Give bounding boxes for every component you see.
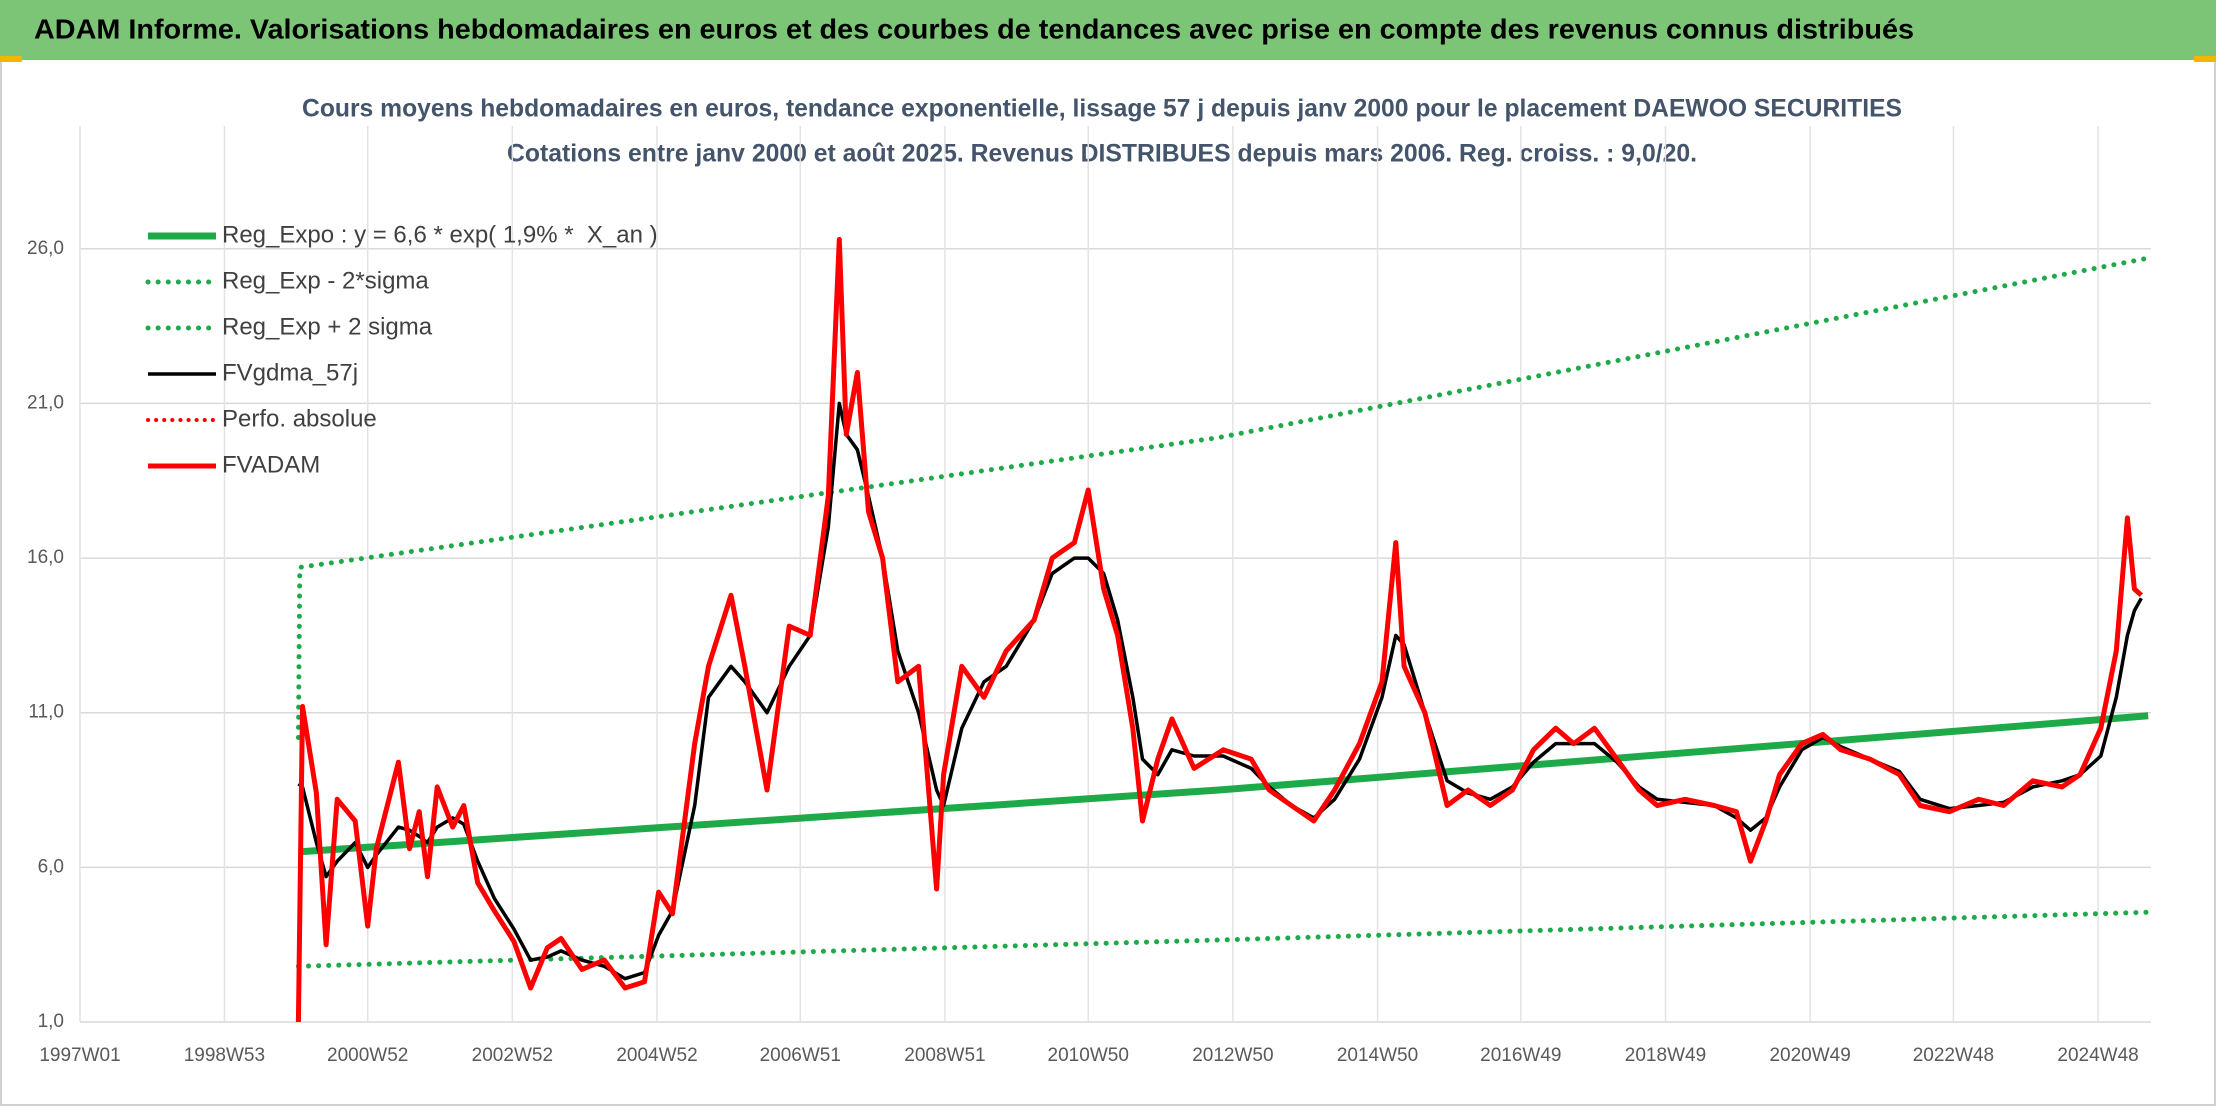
plot (295, 237, 2151, 1023)
x-tick-label: 1997W01 (39, 1045, 120, 1066)
legend-label: Reg_Exp + 2 sigma (222, 313, 433, 340)
y-tick-label: 11,0 (28, 702, 64, 723)
corner-mark (0, 56, 22, 62)
legend-label: Perfo. absolue (222, 405, 377, 432)
header-bar (0, 0, 2216, 60)
series-line (295, 909, 2151, 969)
x-tick-label: 2002W52 (472, 1045, 553, 1066)
x-tick-label: 2014W50 (1337, 1045, 1418, 1066)
x-tick-label: 2016W49 (1480, 1045, 1561, 1066)
x-tick-label: 2012W50 (1192, 1045, 1273, 1066)
y-tick-label: 21,0 (27, 392, 64, 413)
series-line (295, 255, 2151, 740)
series-line (298, 712, 2149, 856)
x-tick-label: 2024W48 (2057, 1045, 2138, 1066)
series-line (295, 237, 2143, 1023)
corner-mark (2194, 56, 2216, 62)
legend-label: Reg_Expo : y = 6,6 * exp( 1,9% * X_an ) (222, 221, 658, 248)
x-tick-label: 2022W48 (1913, 1045, 1994, 1066)
x-tick-label: 1998W53 (184, 1045, 265, 1066)
y-tick-label: 6,0 (38, 856, 64, 877)
legend-label: Reg_Exp - 2*sigma (222, 267, 429, 294)
chart-title: Cours moyens hebdomadaires en euros, ten… (302, 95, 1902, 123)
x-tick-label: 2018W49 (1625, 1045, 1706, 1066)
x-tick-label: 2008W51 (904, 1045, 985, 1066)
legend: Reg_Expo : y = 6,6 * exp( 1,9% * X_an ) R… (145, 221, 658, 478)
x-tick-label: 2006W51 (760, 1045, 841, 1066)
header-title: ADAM Informe. Valorisations hebdomadaire… (34, 13, 1914, 44)
x-tick-label: 2010W50 (1048, 1045, 1129, 1066)
chart-subtitle: Cotations entre janv 2000 et août 2025. … (507, 140, 1697, 168)
y-tick-label: 26,0 (27, 238, 64, 259)
legend-label: FVgdma_57j (222, 359, 358, 386)
x-tick-label: 2004W52 (616, 1045, 697, 1066)
x-tick-label: 2020W49 (1769, 1045, 1850, 1066)
legend-label: FVADAM (222, 451, 320, 478)
x-tick-label: 2000W52 (327, 1045, 408, 1066)
y-tick-label: 1,0 (38, 1011, 64, 1032)
y-tick-label: 16,0 (27, 547, 64, 568)
